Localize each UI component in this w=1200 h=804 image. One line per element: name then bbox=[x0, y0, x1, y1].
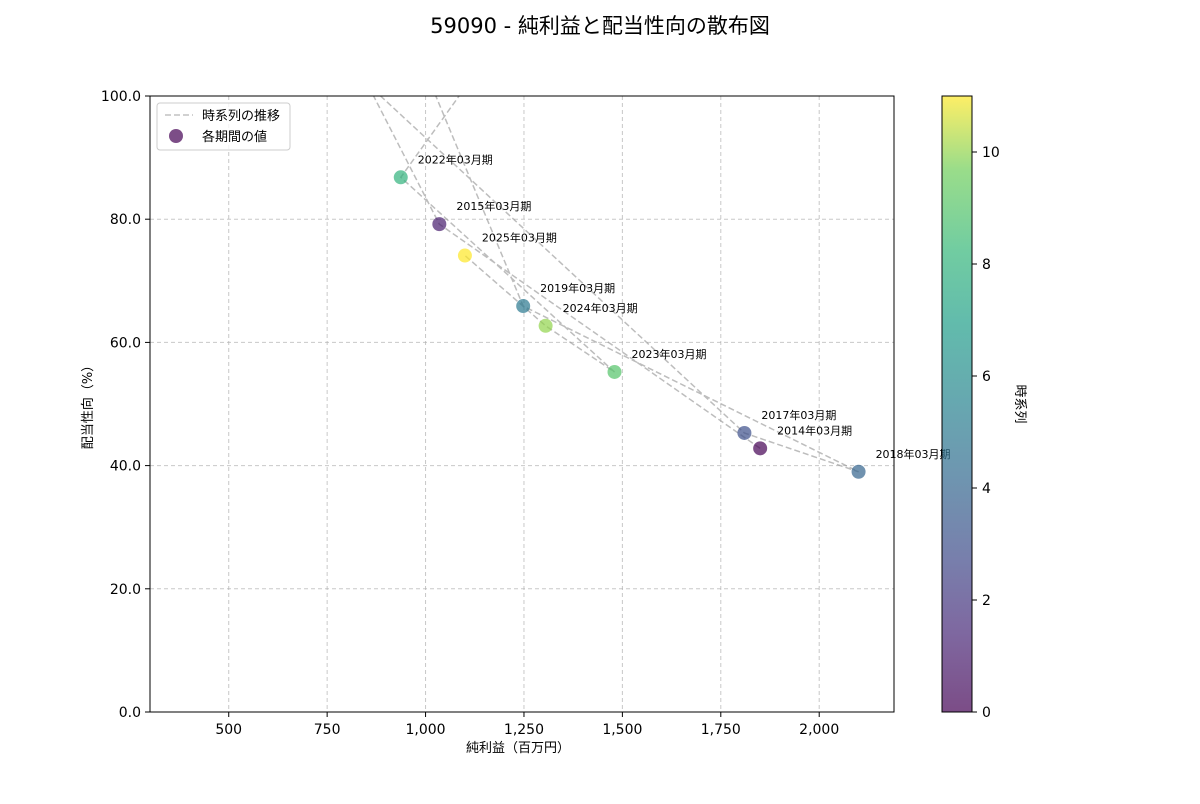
data-point-label: 2017年03月期 bbox=[761, 408, 836, 422]
data-point bbox=[737, 425, 752, 440]
data-point bbox=[432, 217, 447, 232]
data-point bbox=[393, 170, 408, 185]
colorbar-label: 時系列 bbox=[1012, 384, 1027, 423]
data-point-label: 2018年03月期 bbox=[876, 447, 951, 461]
data-point-label: 2019年03月期 bbox=[540, 281, 615, 295]
y-tick-label: 60.0 bbox=[110, 335, 141, 351]
colorbar-tick-label: 10 bbox=[982, 145, 1000, 161]
data-point-label: 2025年03月期 bbox=[482, 231, 557, 245]
colorbar-gradient bbox=[942, 96, 972, 712]
x-tick-label: 500 bbox=[215, 722, 242, 738]
y-tick-label: 20.0 bbox=[110, 582, 141, 598]
colorbar-tick-label: 4 bbox=[982, 481, 991, 497]
data-point bbox=[851, 464, 866, 479]
x-tick-label: 1,500 bbox=[602, 722, 642, 738]
y-tick-label: 40.0 bbox=[110, 459, 141, 475]
data-point-label: 2015年03月期 bbox=[456, 199, 531, 213]
x-tick-label: 1,000 bbox=[406, 722, 446, 738]
legend-box bbox=[156, 102, 291, 151]
colorbar-tick-label: 6 bbox=[982, 369, 991, 385]
data-point-label: 2024年03月期 bbox=[563, 301, 638, 315]
y-axis-label: 配当性向（%） bbox=[80, 359, 96, 449]
legend-point-label: 各期間の値 bbox=[202, 129, 267, 145]
data-point-label: 2014年03月期 bbox=[777, 423, 852, 437]
legend: 時系列の推移 各期間の値 bbox=[156, 102, 291, 151]
y-tick-label: 0.0 bbox=[119, 705, 141, 721]
chart-title: 59090 - 純利益と配当性向の散布図 bbox=[430, 14, 770, 38]
colorbar-ticks: 0 2 4 6 8 10 bbox=[972, 145, 1000, 721]
point-labels-layer: 2014年03月期 2015年03月期 2017年03月期 2018年03月期 2019… bbox=[418, 152, 951, 460]
data-point-label: 2022年03月期 bbox=[418, 152, 493, 166]
x-tick-label: 1,750 bbox=[701, 722, 741, 738]
x-tick-label: 2,000 bbox=[799, 722, 839, 738]
data-point bbox=[538, 318, 553, 333]
data-point bbox=[457, 248, 472, 263]
data-point bbox=[419, 64, 433, 78]
data-point-label: 2023年03月期 bbox=[632, 347, 707, 361]
colorbar-tick-label: 8 bbox=[982, 257, 991, 273]
plot-frame bbox=[149, 95, 895, 713]
x-tick-label: 750 bbox=[314, 722, 341, 738]
x-tick-label: 1,250 bbox=[504, 722, 544, 738]
colorbar-frame bbox=[941, 95, 973, 713]
data-point bbox=[470, 64, 484, 78]
data-point bbox=[753, 441, 768, 456]
y-tick-label: 100.0 bbox=[101, 89, 141, 105]
data-point bbox=[607, 364, 622, 379]
data-points-layer bbox=[360, 64, 866, 479]
colorbar-tick-label: 2 bbox=[982, 593, 991, 609]
y-tick-label: 80.0 bbox=[110, 212, 141, 228]
y-axis-ticks: 0.0 20.0 40.0 60.0 80.0 100.0 bbox=[101, 89, 150, 721]
x-axis-ticks: 500 750 1,000 1,250 1,500 1,750 2,000 bbox=[215, 712, 839, 738]
legend-line-label: 時系列の推移 bbox=[202, 109, 280, 124]
x-axis-label: 純利益（百万円） bbox=[466, 741, 570, 756]
time-series-line-layer bbox=[372, 96, 859, 473]
grid-lines bbox=[150, 96, 894, 712]
colorbar: 0 2 4 6 8 10 時系列 bbox=[941, 95, 1027, 721]
data-point bbox=[516, 299, 531, 314]
time-series-line bbox=[372, 96, 859, 473]
legend-point-marker bbox=[169, 129, 183, 143]
data-point bbox=[360, 77, 374, 91]
colorbar-tick-label: 0 bbox=[982, 705, 991, 721]
